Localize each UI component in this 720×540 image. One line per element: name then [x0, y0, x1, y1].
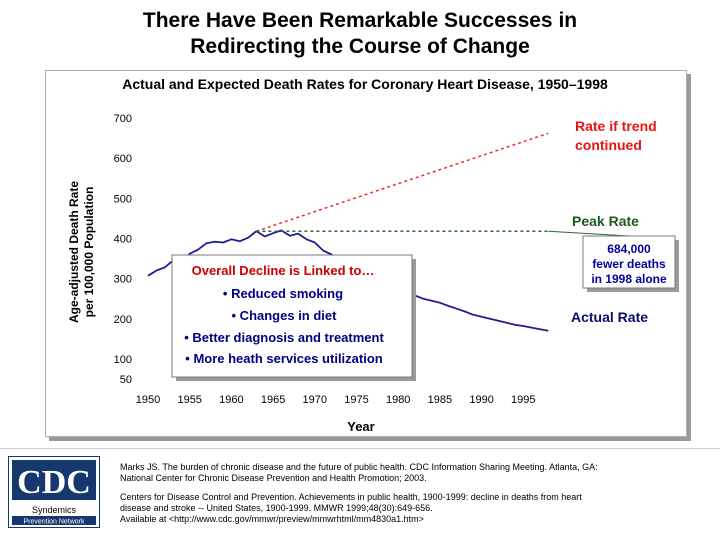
- deaths-callout-box: [582, 235, 676, 289]
- y-tick-label: 50: [120, 374, 132, 386]
- actual-rate-label: Actual Rate: [571, 309, 648, 325]
- slide-title-line1: There Have Been Remarkable Successes in: [142, 9, 578, 32]
- reference-1: Marks JS. The burden of chronic disease …: [120, 462, 710, 484]
- deaths-callout: 684,000 fewer deaths in 1998 alone: [582, 235, 679, 292]
- cdc-logo-network-band: [12, 516, 96, 525]
- footer-rule: [0, 448, 720, 449]
- x-tick-label: 1985: [428, 394, 452, 406]
- peak-callout-connector: [548, 230, 630, 237]
- deaths-callout-line3: in 1998 alone: [591, 272, 667, 286]
- slide-title-line2: Redirecting the Course of Change: [190, 35, 530, 58]
- x-tick-label: 1975: [344, 394, 368, 406]
- peak-rate-label: Peak Rate: [572, 213, 639, 229]
- x-tick-label: 1980: [386, 394, 410, 406]
- y-tick-label: 300: [114, 274, 132, 286]
- decline-bullet-2: • Changes in diet: [232, 308, 338, 323]
- x-tick-label: 1955: [177, 394, 201, 406]
- y-tick-label: 400: [114, 233, 132, 245]
- x-tick-label: 1990: [469, 394, 493, 406]
- y-axis-title: Age-adjusted Death Rate per 100,000 Popu…: [67, 181, 96, 323]
- x-tick-label: 1950: [136, 394, 160, 406]
- cdc-logo-letters: CDC: [17, 464, 91, 501]
- trend-label-line1: Rate if trend: [575, 118, 657, 134]
- y-axis-label-line1: Age-adjusted Death Rate: [67, 181, 81, 323]
- x-axis-label: Year: [347, 419, 374, 434]
- y-axis-label-line2: per 100,000 Population: [82, 187, 96, 318]
- y-tick-label: 700: [114, 113, 132, 125]
- reference-2-line3: Available at <http://www.cdc.gov/mmwr/pr…: [120, 514, 424, 524]
- deaths-callout-line2: fewer deaths: [592, 257, 666, 271]
- x-tick-label: 1970: [303, 394, 327, 406]
- y-tick-label: 100: [114, 354, 132, 366]
- cdc-logo: CDC Syndemics Prevention Network: [8, 456, 100, 528]
- chart: Age-adjusted Death Rate per 100,000 Popu…: [67, 113, 679, 434]
- trend-label-line2: continued: [575, 137, 642, 153]
- y-tick-label: 500: [114, 193, 132, 205]
- decline-bullet-3: • Better diagnosis and treatment: [184, 330, 384, 345]
- x-tick-label: 1965: [261, 394, 285, 406]
- reference-2: Centers for Disease Control and Preventi…: [120, 492, 710, 525]
- reference-2-line2: disease and stroke -- United States, 190…: [120, 503, 433, 513]
- trend-line: [256, 132, 549, 232]
- decline-bullet-4: • More heath services utilization: [185, 351, 382, 366]
- axis-ticks: 50 100 200 300 400 500 600 700 1950 1955 1960 1965 1…: [114, 113, 536, 406]
- cdc-logo-blue-panel: [12, 460, 96, 500]
- chart-title: Actual and Expected Death Rates for Coro…: [122, 76, 608, 92]
- decline-bullet-1: • Reduced smoking: [223, 286, 343, 301]
- cdc-logo-syndemics: Syndemics: [32, 505, 77, 515]
- reference-2-line1: Centers for Disease Control and Preventi…: [120, 492, 582, 502]
- y-tick-label: 600: [114, 153, 132, 165]
- cdc-logo-network: Prevention Network: [23, 519, 85, 526]
- y-tick-label: 200: [114, 314, 132, 326]
- decline-textbox-box: [171, 254, 413, 378]
- decline-textbox: Overall Decline is Linked to… • Reduced …: [171, 254, 416, 381]
- decline-textbox-title: Overall Decline is Linked to…: [192, 263, 375, 278]
- x-tick-label: 1995: [511, 394, 535, 406]
- deaths-callout-line1: 684,000: [607, 242, 651, 256]
- slide-title: There Have Been Remarkable Successes in …: [0, 8, 720, 60]
- reference-1-line1: Marks JS. The burden of chronic disease …: [120, 462, 598, 472]
- x-tick-label: 1960: [219, 394, 243, 406]
- reference-1-line2: National Center for Chronic Disease Prev…: [120, 473, 427, 483]
